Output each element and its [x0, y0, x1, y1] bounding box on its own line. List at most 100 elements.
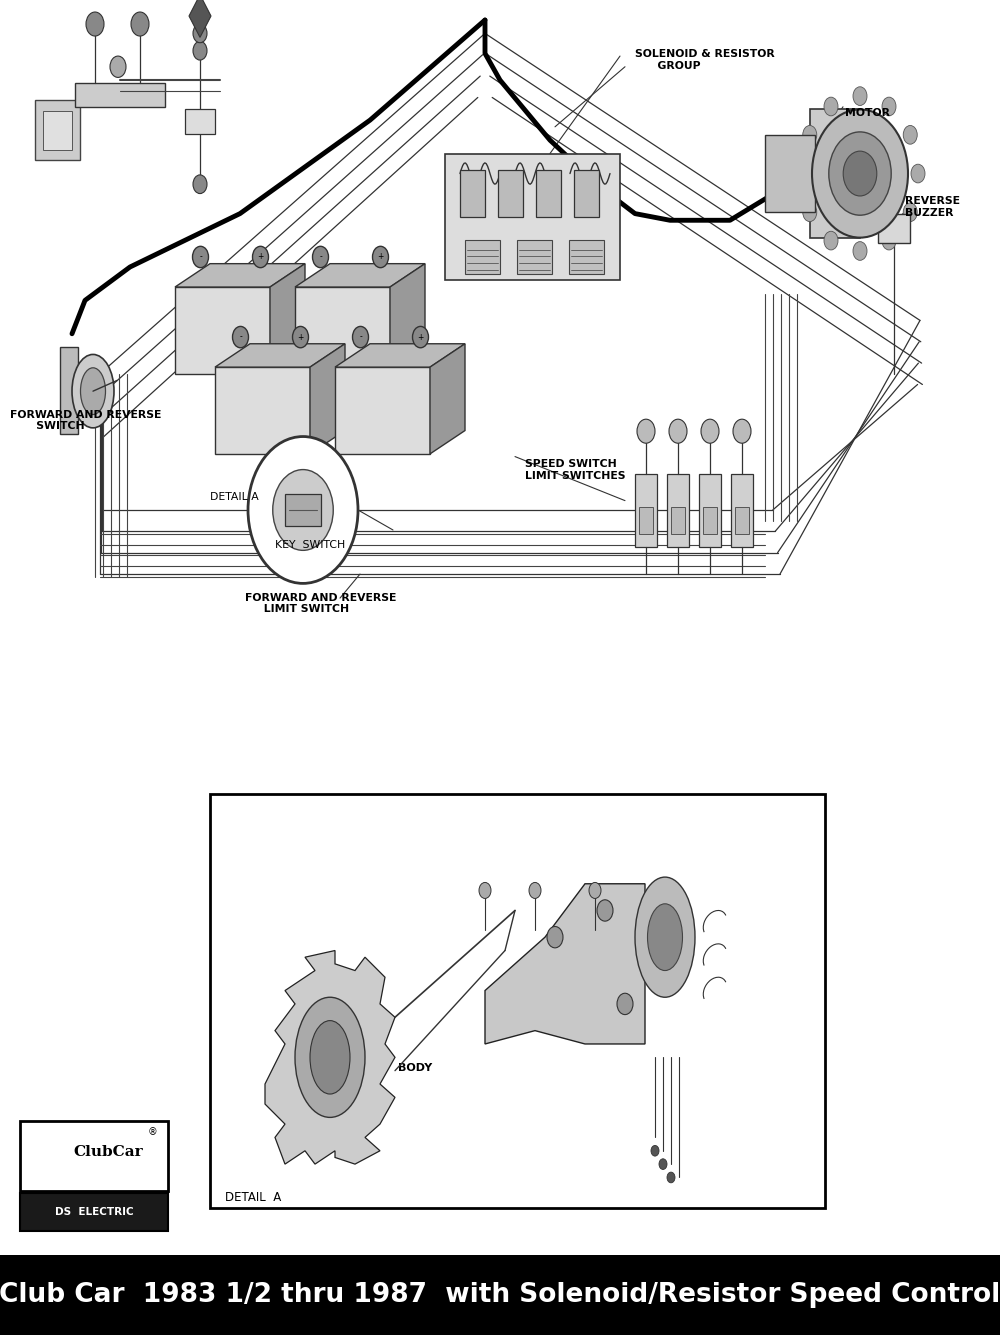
Text: DETAIL A: DETAIL A	[210, 491, 259, 502]
Bar	[517, 240, 552, 274]
Ellipse shape	[648, 904, 682, 971]
Text: REVERSE
BUZZER: REVERSE BUZZER	[905, 196, 960, 218]
Text: -: -	[199, 252, 202, 262]
Bar	[498, 170, 523, 216]
Circle shape	[669, 419, 687, 443]
Text: -: -	[319, 252, 322, 262]
Polygon shape	[215, 367, 310, 454]
Text: DS  ELECTRIC: DS ELECTRIC	[55, 1207, 133, 1218]
Circle shape	[911, 164, 925, 183]
Bar	[639, 507, 653, 534]
Text: ClubCar: ClubCar	[73, 1145, 143, 1159]
Bar	[460, 170, 485, 216]
Circle shape	[667, 1172, 675, 1183]
Bar	[43, 111, 72, 150]
Text: +: +	[257, 252, 264, 262]
Text: -: -	[239, 332, 242, 342]
Bar	[574, 170, 599, 216]
Circle shape	[131, 12, 149, 36]
Circle shape	[803, 125, 817, 144]
Bar	[0, 1255, 1000, 1335]
Circle shape	[192, 246, 208, 268]
Bar	[635, 474, 657, 547]
Circle shape	[86, 12, 104, 36]
Polygon shape	[335, 343, 465, 367]
Circle shape	[903, 203, 917, 222]
Text: MOTOR: MOTOR	[845, 108, 890, 119]
Polygon shape	[270, 264, 305, 374]
Text: BODY: BODY	[398, 1063, 432, 1073]
Circle shape	[882, 97, 896, 116]
Circle shape	[795, 164, 809, 183]
Circle shape	[353, 326, 369, 347]
Circle shape	[824, 231, 838, 250]
Bar	[20, 1121, 168, 1191]
Circle shape	[248, 437, 358, 583]
Ellipse shape	[72, 354, 114, 427]
Polygon shape	[335, 367, 430, 454]
Bar	[20, 1193, 168, 1231]
Bar	[699, 474, 721, 547]
Circle shape	[589, 882, 601, 898]
Circle shape	[193, 24, 207, 43]
Bar	[75, 83, 165, 107]
Circle shape	[733, 419, 751, 443]
Circle shape	[110, 56, 126, 77]
Circle shape	[597, 900, 613, 921]
Bar	[285, 494, 321, 526]
Polygon shape	[310, 343, 345, 454]
Bar	[569, 240, 604, 274]
Ellipse shape	[635, 877, 695, 997]
Text: KEY  SWITCH: KEY SWITCH	[275, 539, 345, 550]
Circle shape	[292, 326, 308, 347]
Ellipse shape	[295, 997, 365, 1117]
Text: DETAIL  A: DETAIL A	[225, 1191, 281, 1204]
Bar	[445, 154, 620, 280]
Bar	[731, 474, 753, 547]
Circle shape	[812, 109, 908, 238]
Text: FORWARD AND REVERSE
     LIMIT SWITCH: FORWARD AND REVERSE LIMIT SWITCH	[245, 593, 396, 614]
Bar	[35, 100, 80, 160]
Circle shape	[843, 151, 877, 196]
Text: +: +	[377, 252, 384, 262]
Circle shape	[853, 242, 867, 260]
Circle shape	[547, 926, 563, 948]
Ellipse shape	[310, 1020, 350, 1095]
Circle shape	[803, 203, 817, 222]
Circle shape	[193, 41, 207, 60]
Circle shape	[829, 132, 891, 215]
Bar	[60, 347, 78, 434]
Circle shape	[617, 993, 633, 1015]
Circle shape	[882, 231, 896, 250]
Bar	[210, 794, 825, 1208]
Bar	[536, 170, 561, 216]
Circle shape	[637, 419, 655, 443]
Polygon shape	[390, 264, 425, 374]
Bar	[810, 109, 860, 238]
Circle shape	[193, 175, 207, 194]
Text: FORWARD AND REVERSE
       SWITCH: FORWARD AND REVERSE SWITCH	[10, 410, 161, 431]
Circle shape	[529, 882, 541, 898]
Bar	[465, 240, 500, 274]
Circle shape	[312, 246, 328, 268]
Text: +: +	[297, 332, 304, 342]
Polygon shape	[175, 287, 270, 374]
Bar	[703, 507, 717, 534]
Text: ®: ®	[148, 1127, 158, 1137]
Polygon shape	[430, 343, 465, 454]
Polygon shape	[215, 343, 345, 367]
Circle shape	[252, 246, 268, 268]
Circle shape	[232, 326, 248, 347]
Circle shape	[372, 246, 388, 268]
Circle shape	[479, 882, 491, 898]
Circle shape	[413, 326, 429, 347]
Polygon shape	[295, 264, 425, 287]
Bar	[878, 214, 910, 243]
Text: SOLENOID & RESISTOR
      GROUP: SOLENOID & RESISTOR GROUP	[635, 49, 775, 71]
Bar	[185, 109, 215, 134]
Bar	[765, 135, 815, 212]
Bar	[671, 507, 685, 534]
Circle shape	[651, 1145, 659, 1156]
Circle shape	[853, 87, 867, 105]
Text: Club Car  1983 1/2 thru 1987  with Solenoid/Resistor Speed Control: Club Car 1983 1/2 thru 1987 with Solenoi…	[0, 1282, 1000, 1308]
